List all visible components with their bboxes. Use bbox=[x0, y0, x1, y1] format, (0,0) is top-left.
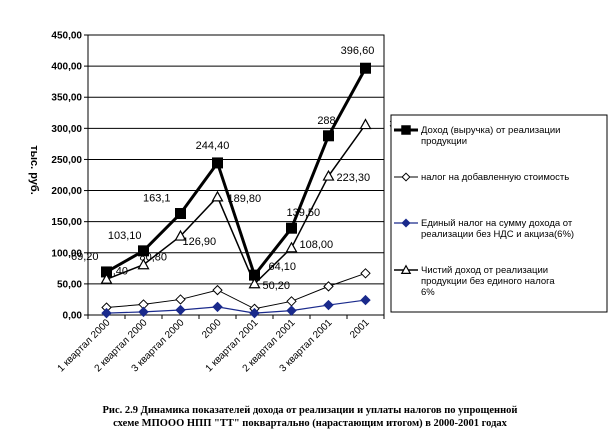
series-2-point bbox=[360, 268, 371, 279]
series-4-point bbox=[174, 229, 187, 241]
series-4-data-label: 108,00 bbox=[300, 239, 334, 251]
legend-box bbox=[390, 114, 608, 313]
series-2-point bbox=[175, 294, 186, 305]
legend-label-3: реализации без НДС и акциза(6%) bbox=[421, 229, 574, 240]
series-3-point bbox=[323, 299, 334, 311]
y-tick-label: 450,00 bbox=[51, 31, 82, 42]
series-4-data-label: 57,40 bbox=[101, 265, 129, 277]
y-tick-label: 200,00 bbox=[51, 186, 82, 197]
y-tick-label: 50,00 bbox=[57, 279, 82, 290]
series-4-point bbox=[285, 241, 298, 253]
series-3-point bbox=[249, 307, 260, 319]
series-1-point bbox=[175, 208, 186, 220]
series-1-data-label: 69,20 bbox=[71, 251, 99, 263]
series-1-data-label: 139,50 bbox=[287, 207, 321, 219]
series-line-1 bbox=[105, 67, 367, 279]
series-1-point bbox=[323, 130, 334, 142]
series-4-point bbox=[100, 273, 113, 284]
y-tick-label: 250,00 bbox=[51, 155, 82, 166]
legend-label-1: Доход (выручка) от реализации bbox=[421, 125, 560, 136]
series-line-2 bbox=[106, 272, 366, 310]
series-4-point bbox=[137, 258, 150, 270]
series-3-point bbox=[138, 306, 149, 318]
series-1-data-label: 64,10 bbox=[269, 261, 297, 273]
series-3-point bbox=[286, 305, 297, 316]
series-3-point bbox=[175, 304, 186, 316]
legend-label-4: продукции без единого налога bbox=[421, 276, 555, 287]
x-tick-label: 2001 bbox=[348, 317, 372, 341]
series-4-point bbox=[322, 169, 335, 181]
series-lines bbox=[100, 62, 372, 319]
series-1-data-label: 163,1 bbox=[143, 193, 171, 205]
series-1-point bbox=[212, 157, 223, 169]
series-line-3 bbox=[106, 299, 366, 314]
y-axis: 0,00 50,00 100,00 150,00 200,00 250,00 300,00 3… bbox=[51, 31, 88, 322]
series-4-point bbox=[359, 118, 372, 130]
series-3-point bbox=[360, 294, 371, 306]
x-tick-label: 2000 bbox=[200, 317, 224, 341]
legend-label-1: продукции bbox=[421, 136, 467, 147]
series-1-data-label: 244,40 bbox=[196, 140, 230, 152]
caption-line-1: Рис. 2.9 Динамика показателей дохода от … bbox=[102, 405, 518, 416]
series-1-data-label: 103,10 bbox=[108, 230, 142, 242]
y-tick-label: 400,00 bbox=[51, 62, 82, 73]
series-1-data-label: 288 bbox=[317, 115, 335, 127]
legend-label-2: налог на добавленную стоимость bbox=[421, 172, 569, 183]
series-2-point bbox=[212, 284, 223, 296]
series-3-point bbox=[212, 301, 223, 313]
series-1-point bbox=[286, 222, 297, 234]
legend-label-4: Чистий доход от реализации bbox=[421, 265, 548, 276]
series-line-4 bbox=[106, 124, 367, 286]
series-4-data-label: 189,80 bbox=[228, 193, 262, 205]
series-1-point bbox=[138, 245, 149, 257]
series-4-data-label: 126,90 bbox=[183, 236, 217, 248]
series-4-point bbox=[248, 277, 261, 289]
series-2-point bbox=[323, 281, 334, 292]
series-2-point bbox=[286, 296, 297, 307]
series-1-data-label: 396,60 bbox=[341, 45, 375, 57]
figure-caption: Рис. 2.9 Динамика показателей дохода от … bbox=[40, 404, 580, 430]
legend-marker-3 bbox=[401, 218, 411, 228]
series-3-point bbox=[101, 307, 112, 319]
legend-marker-1 bbox=[401, 125, 411, 135]
legend-marker-4 bbox=[400, 264, 412, 274]
y-axis-label: тыс. руб. bbox=[28, 145, 40, 195]
legend-label-4: 6% bbox=[421, 287, 435, 298]
caption-line-2: схеме МПООО НПП "ТТ" поквартально (нарас… bbox=[113, 418, 507, 429]
y-tick-label: 100,00 bbox=[51, 248, 82, 259]
legend-label-3: Единый налог на сумму дохода от bbox=[421, 218, 573, 229]
series-4-data-label: 50,20 bbox=[263, 280, 291, 292]
y-tick-label: 0,00 bbox=[63, 311, 83, 322]
series-4-data-label: 223,30 bbox=[337, 172, 371, 184]
series-1-point bbox=[360, 62, 371, 74]
legend-marker-2 bbox=[401, 172, 411, 182]
series-4-data-label: 80,80 bbox=[140, 252, 168, 264]
y-tick-label: 350,00 bbox=[51, 93, 82, 104]
y-tick-label: 300,00 bbox=[51, 124, 82, 135]
series-4-point bbox=[211, 190, 224, 202]
y-tick-label: 150,00 bbox=[51, 217, 82, 228]
